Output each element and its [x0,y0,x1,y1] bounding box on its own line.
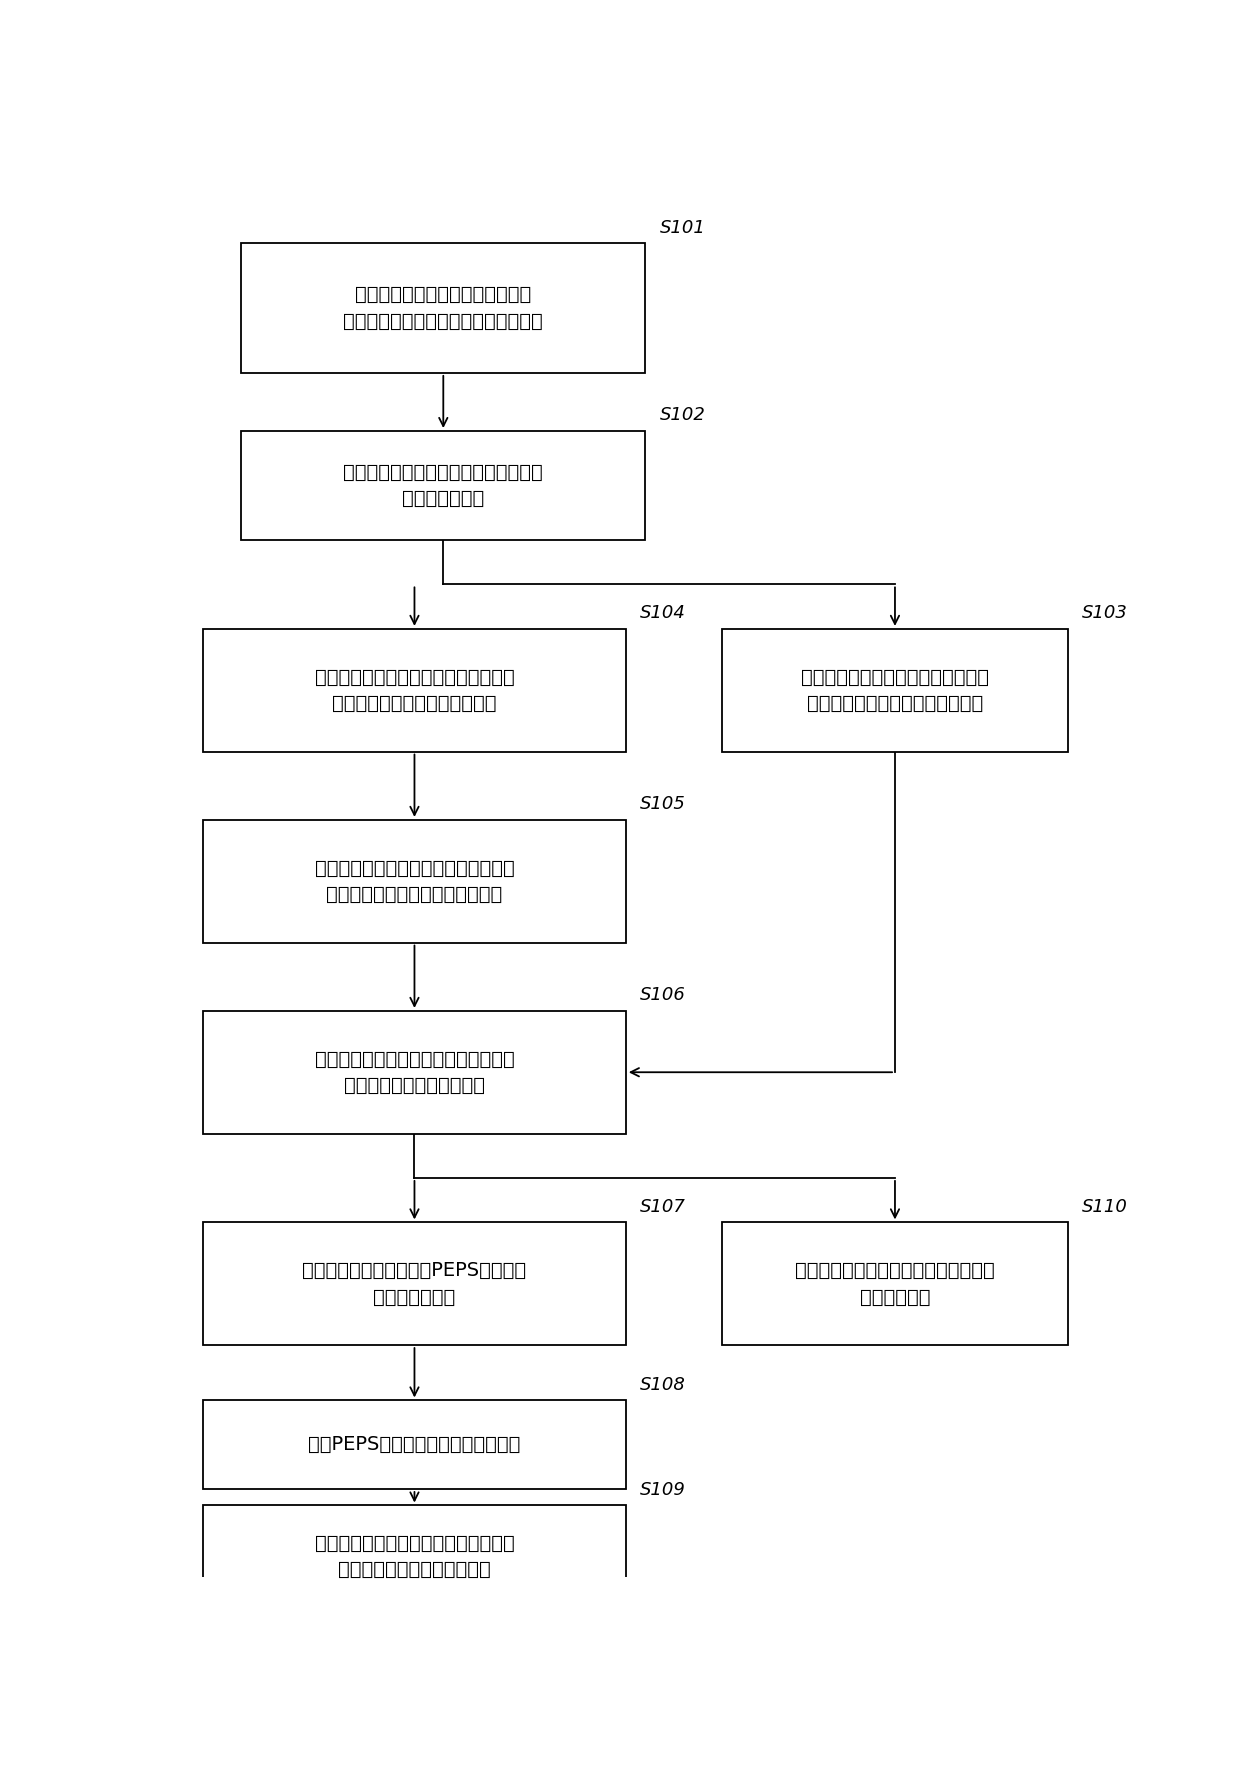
Text: 响应于开启请求信号，向无钥匙进
入及启动系统控制器发送第一验证请求: 响应于开启请求信号，向无钥匙进 入及启动系统控制器发送第一验证请求 [343,285,543,331]
Bar [203,1010,626,1134]
Bar [722,1223,1068,1345]
Bar [203,820,626,943]
Bar [242,243,645,372]
Text: S107: S107 [640,1198,686,1216]
Text: S110: S110 [1083,1198,1128,1216]
Text: 当反馈指令指示打开车载保险箱时，控
制车载保险箱执行开启操作: 当反馈指令指示打开车载保险箱时，控 制车载保险箱执行开启操作 [315,1049,515,1095]
Bar [722,629,1068,751]
Text: 当第一验证应答指示不打开车载保险箱
时，向终端设备发送的询问指令: 当第一验证应答指示不打开车载保险箱 时，向终端设备发送的询问指令 [315,668,515,712]
Text: S104: S104 [640,604,686,622]
Text: 当第一验证应答指示打开车载保险箱
时，控制车载保险箱执行开启操作: 当第一验证应答指示打开车载保险箱 时，控制车载保险箱执行开启操作 [801,668,990,712]
Text: 接收PEPS控制器发送的第二验证应答: 接收PEPS控制器发送的第二验证应答 [309,1435,521,1455]
Bar [203,1400,626,1488]
Text: S108: S108 [640,1375,686,1393]
Text: S109: S109 [640,1481,686,1499]
Text: 当第二验证应答指示关闭车载保险箱时
，控制车载保险箱执关闭操作: 当第二验证应答指示关闭车载保险箱时 ，控制车载保险箱执关闭操作 [315,1535,515,1579]
Bar [203,1223,626,1345]
Bar [242,431,645,540]
Text: 接收无钥匙进入及启动系统控制器发送
的第一验证应答: 接收无钥匙进入及启动系统控制器发送 的第一验证应答 [343,462,543,509]
Bar [203,629,626,751]
Text: S101: S101 [660,218,706,236]
Text: 响应于关闭请求信号，控制车载保险箱
执行关闭操作: 响应于关闭请求信号，控制车载保险箱 执行关闭操作 [795,1262,994,1306]
Text: S102: S102 [660,406,706,424]
Text: 接收终端对询问指令的反馈指令，反馈
指令用于指示是否打开车载保险箱: 接收终端对询问指令的反馈指令，反馈 指令用于指示是否打开车载保险箱 [315,858,515,904]
Text: S105: S105 [640,796,686,813]
Text: S106: S106 [640,985,686,1005]
Text: S103: S103 [1083,604,1128,622]
Text: 响应于关闭请求信号，向PEPS控制器发
送第二验证请求: 响应于关闭请求信号，向PEPS控制器发 送第二验证请求 [303,1262,527,1306]
Bar [203,1506,626,1607]
